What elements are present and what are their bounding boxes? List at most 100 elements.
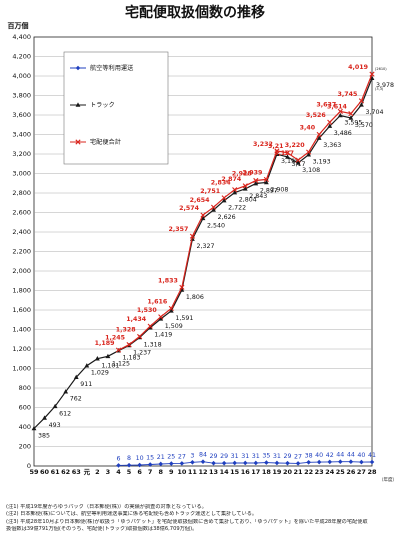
y-tick-label: 1,800 [12,287,31,295]
data-label: 385 [38,432,50,439]
data-point-air [306,459,311,465]
data-label: 3,614 [327,104,348,111]
data-label: 3,526 [306,112,327,119]
data-label: 762 [70,396,82,403]
data-point-air [179,461,185,466]
legend-box [63,51,169,165]
data-label: 8 [127,455,131,462]
x-tick-label: 15 [230,468,240,476]
data-point-total [327,119,333,125]
y-tick-label: 2,800 [12,189,31,197]
data-label: 1,318 [144,341,162,348]
data-point-total [221,195,227,201]
y-tick-label: 2,600 [12,209,31,217]
data-point-total [147,323,153,329]
y-tick-label: 600 [19,404,31,412]
data-label: 2,908 [270,186,288,193]
data-point-truck [369,75,375,80]
x-tick-label: 11 [188,468,198,476]
data-point-total [232,187,238,193]
data-point-total [348,111,354,117]
data-point-air [295,461,301,466]
data-label: 6 [116,455,120,462]
data-point-total [158,314,164,320]
data-point-total [369,71,375,77]
x-tick-label: 元 [84,468,91,476]
data-point-total [210,204,217,210]
legend-marker-total [75,139,81,145]
y-tick-label: 400 [19,423,31,431]
x-tick-label: 27 [357,468,366,476]
x-tick-label: 9 [169,468,174,476]
data-point-air [158,461,164,467]
footnote-1: (注1) 平成19年度からゆうパック（日本郵便(株)）の実績が調査の対象となって… [6,504,207,510]
x-tick-label: 19 [272,468,282,476]
data-label: 1,434 [126,316,147,323]
data-label: 2,574 [179,205,200,212]
data-point-truck [263,179,269,185]
data-point-total [189,233,196,239]
data-label: 1,530 [137,307,158,314]
data-point-truck [242,186,248,191]
x-tick-label: 22 [304,468,313,476]
x-tick-label: 62 [61,468,70,476]
data-point-truck [285,154,290,159]
x-tick-label: 21 [294,468,304,476]
data-point-air [190,459,195,465]
footnotes: (注1) 平成19年度からゆうパック（日本郵便(株)）の実績が調査の対象となって… [6,504,398,533]
footnote-2: (注2) 日本郵便(株)については、航空等利用運送事業に係る宅配便も含めトラック… [6,511,258,518]
data-label: 1,806 [186,294,204,301]
y-tick-label: 4,000 [12,72,31,80]
data-label: 3,570 [355,122,373,129]
data-point-total [337,108,343,114]
data-label: 1,328 [116,327,136,334]
y-tick-label: 2,200 [12,248,31,256]
data-point-total [316,131,322,137]
data-point-truck [168,308,174,313]
data-point-truck [316,135,322,140]
y-tick-label: 800 [19,384,31,392]
data-label: 3,363 [323,142,341,149]
legend-label: 宅配便合計 [90,138,121,146]
legend-marker-truck [75,102,81,107]
data-point-total [126,342,132,348]
data-point-truck [306,152,312,157]
data-label: 3,704 [365,109,383,116]
data-label: 84 [199,452,207,459]
data-point-air [274,460,280,466]
x-tick-label: 23 [315,468,324,476]
data-point-air [253,460,259,466]
data-label: 31 [241,453,249,460]
data-label: 3,40 [300,124,316,131]
y-tick-label: 4,200 [12,53,31,61]
data-point-air [316,459,322,465]
data-label: 3,137 [274,150,294,157]
y-tick-label: 3,000 [12,170,31,178]
x-tick-label: 2 [95,468,100,476]
data-point-air [348,459,354,465]
data-label: 42 [326,452,334,459]
legend-label: トラック [90,102,115,109]
data-label: 2,834 [211,180,232,187]
chart-title: 宅配便取扱個数の推移 [125,4,265,21]
y-tick-label: 4,400 [12,33,31,41]
data-point-total [358,98,365,104]
data-point-truck [63,389,69,394]
data-point-air [327,459,333,465]
y-tick-label: 1,400 [12,326,31,334]
y-tick-label: 3,600 [12,111,31,119]
data-label: 3,745 [338,91,358,98]
data-point-truck [105,353,111,359]
data-point-total [263,176,269,183]
data-label: 27 [178,453,186,460]
data-point-total [137,333,143,340]
data-label: 2,751 [200,188,220,195]
x-tick-label: 26 [346,468,356,476]
data-label: 31 [231,453,239,460]
x-tick-label: 60 [40,468,50,476]
data-point-truck [211,207,216,212]
data-point-air [211,460,216,466]
data-point-truck [42,415,47,420]
data-label: 31 [252,453,260,460]
